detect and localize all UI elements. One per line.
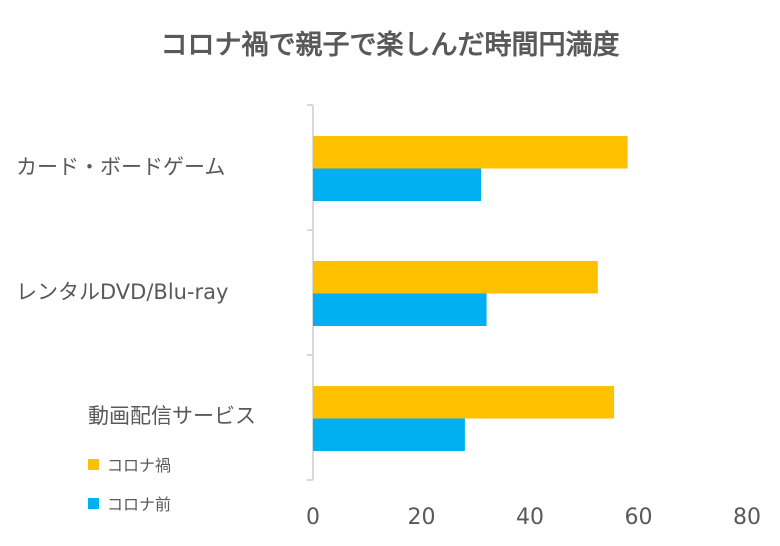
legend-label: コロナ禍 xyxy=(107,456,171,475)
legend-swatch xyxy=(88,459,99,470)
category-label: カード・ボードゲーム xyxy=(16,155,225,179)
x-tick-label: 60 xyxy=(625,505,653,530)
legend-label: コロナ前 xyxy=(107,495,171,514)
x-tick-labels: 0 20 40 60 80 xyxy=(306,505,761,530)
x-tick-label: 20 xyxy=(408,505,436,530)
bar-before-1 xyxy=(313,293,487,326)
chart-title: コロナ禍で親子で楽しんだ時間円満度 xyxy=(161,29,620,61)
bar-before-0 xyxy=(313,168,482,201)
y-axis xyxy=(307,104,314,481)
x-tick-label: 40 xyxy=(516,505,544,530)
bar-before-2 xyxy=(313,418,465,451)
x-tick-label: 80 xyxy=(733,505,761,530)
bars xyxy=(313,136,628,451)
bar-during-2 xyxy=(313,386,615,419)
category-label: 動画配信サービス xyxy=(88,404,256,428)
x-tick-label: 0 xyxy=(306,505,320,530)
bar-during-1 xyxy=(313,261,598,294)
category-label: レンタルDVD/Blu-ray xyxy=(16,280,228,304)
bar-during-0 xyxy=(313,136,628,169)
legend-swatch xyxy=(88,498,99,509)
